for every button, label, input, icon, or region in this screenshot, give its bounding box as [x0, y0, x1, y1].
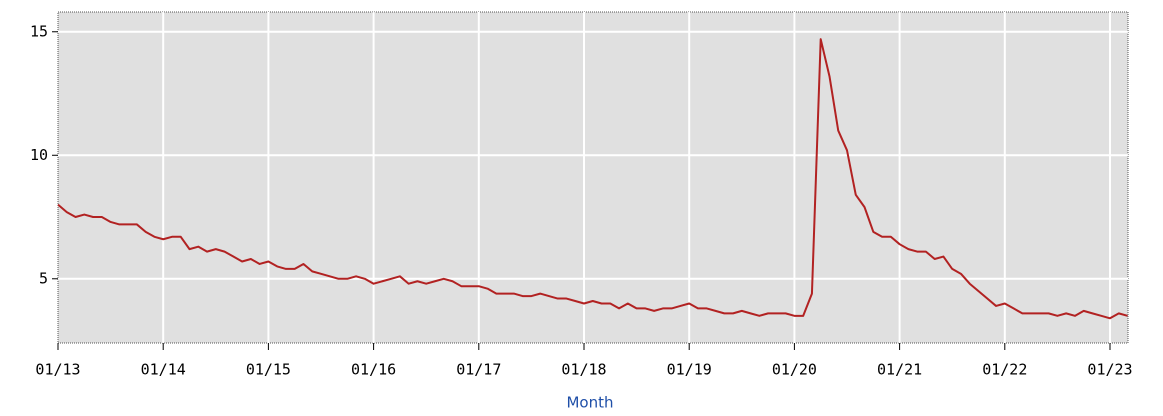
x-tick-label: 01/15 [246, 361, 291, 379]
x-tick-label: 01/22 [982, 361, 1027, 379]
x-axis-title: Month [566, 394, 613, 412]
x-tick-label: 01/19 [667, 361, 712, 379]
x-tick-label: 01/14 [141, 361, 186, 379]
x-tick-label: 01/18 [561, 361, 606, 379]
y-tick-label: 10 [30, 146, 48, 164]
plot-area [57, 11, 1129, 344]
data-line [57, 38, 1128, 320]
x-tick-label: 01/20 [772, 361, 817, 379]
x-tick-label: 01/23 [1087, 361, 1132, 379]
y-tick-label: 15 [30, 22, 48, 40]
y-tick-label: 5 [39, 269, 48, 287]
x-tick-label: 01/17 [456, 361, 501, 379]
x-tick-label: 01/16 [351, 361, 396, 379]
x-tick-label: 01/21 [877, 361, 922, 379]
x-tick-label: 01/13 [35, 361, 80, 379]
